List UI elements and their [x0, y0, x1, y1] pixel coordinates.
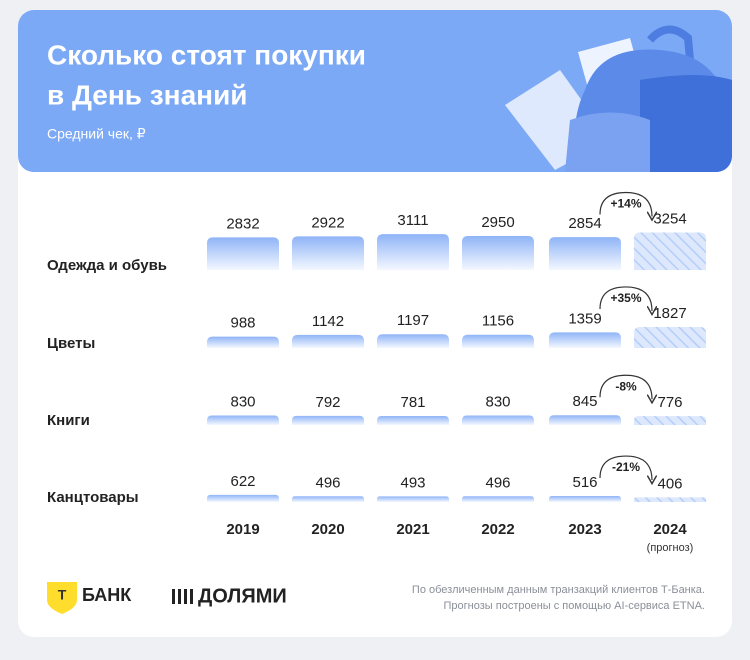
row-label: Одежда и обувь [47, 257, 167, 274]
value-label: 830 [485, 393, 510, 410]
bar [462, 496, 534, 502]
bar [634, 497, 706, 502]
row-label: Книги [47, 412, 90, 429]
value-label: 3254 [653, 210, 686, 227]
dolyami-name: ДОЛЯМИ [198, 585, 287, 607]
value-label: 1359 [568, 310, 601, 327]
row-label: Канцтовары [47, 489, 139, 506]
bar [207, 237, 279, 270]
value-label: 776 [657, 394, 682, 411]
value-label: 496 [315, 474, 340, 491]
value-label: 830 [230, 393, 255, 410]
value-label: 1142 [312, 313, 344, 330]
bar [292, 334, 364, 348]
bar [549, 332, 621, 348]
bar [462, 236, 534, 270]
value-label: 2832 [226, 215, 259, 232]
bar [462, 415, 534, 425]
x-tick-label: 2019 [226, 521, 259, 538]
change-label: +14% [610, 197, 641, 211]
bar [549, 415, 621, 425]
source-note: Прогнозы построены с помощью AI-сервиса … [444, 600, 705, 612]
bar [549, 237, 621, 270]
bar [292, 236, 364, 270]
bank-logo [47, 582, 77, 614]
bar [292, 496, 364, 502]
bar [462, 334, 534, 348]
value-label: 1827 [653, 305, 686, 322]
value-label: 3111 [397, 212, 428, 229]
header [18, 10, 732, 172]
x-tick-label: 2020 [311, 521, 344, 538]
value-label: 496 [485, 474, 510, 491]
footer: Т БАНК ДОЛЯМИ По обезличенным данным тра… [47, 582, 705, 614]
change-label: -8% [615, 379, 637, 393]
bar [377, 496, 449, 502]
value-label: 792 [315, 394, 340, 411]
change-arrow [599, 455, 652, 480]
dolyami-logo [172, 589, 193, 604]
value-label: 2950 [481, 214, 514, 231]
value-label: 516 [572, 474, 597, 491]
bar [377, 334, 449, 348]
category-note: (прогноз) [647, 542, 694, 554]
row-label: Цветы [47, 335, 95, 352]
bar [207, 415, 279, 425]
change-arrow [599, 286, 652, 311]
bar [207, 336, 279, 348]
bar [634, 232, 706, 270]
x-tick-label: 2024 [653, 521, 687, 538]
change-label: +35% [610, 291, 641, 305]
value-label: 781 [400, 394, 425, 411]
title-line: в День знаний [47, 79, 248, 110]
bar [377, 234, 449, 270]
value-label: 845 [572, 393, 597, 410]
source-note: По обезличенным данным транзакций клиент… [412, 584, 705, 596]
value-label: 406 [657, 475, 682, 492]
change-arrow [599, 191, 652, 217]
bar [549, 496, 621, 502]
value-label: 988 [230, 315, 255, 332]
value-label: 1197 [397, 312, 429, 329]
logo-letter: Т [58, 587, 67, 603]
value-label: 2922 [311, 214, 344, 231]
bank-name: БАНК [82, 585, 132, 605]
title-line: Сколько стоят покупки [47, 39, 366, 70]
x-tick-label: 2023 [568, 521, 601, 538]
subtitle: Средний чек, ₽ [47, 126, 146, 142]
value-label: 493 [400, 474, 425, 491]
backpack-illustration [505, 25, 732, 172]
bar [207, 494, 279, 502]
change-label: -21% [612, 460, 640, 474]
x-tick-label: 2021 [396, 521, 429, 538]
value-label: 622 [230, 473, 255, 490]
bar [634, 416, 706, 425]
value-label: 2854 [568, 215, 601, 232]
bar [634, 326, 706, 348]
value-label: 1156 [482, 313, 514, 330]
change-arrow [599, 374, 652, 399]
bar [377, 416, 449, 425]
bar [292, 415, 364, 425]
x-tick-label: 2022 [481, 521, 514, 538]
